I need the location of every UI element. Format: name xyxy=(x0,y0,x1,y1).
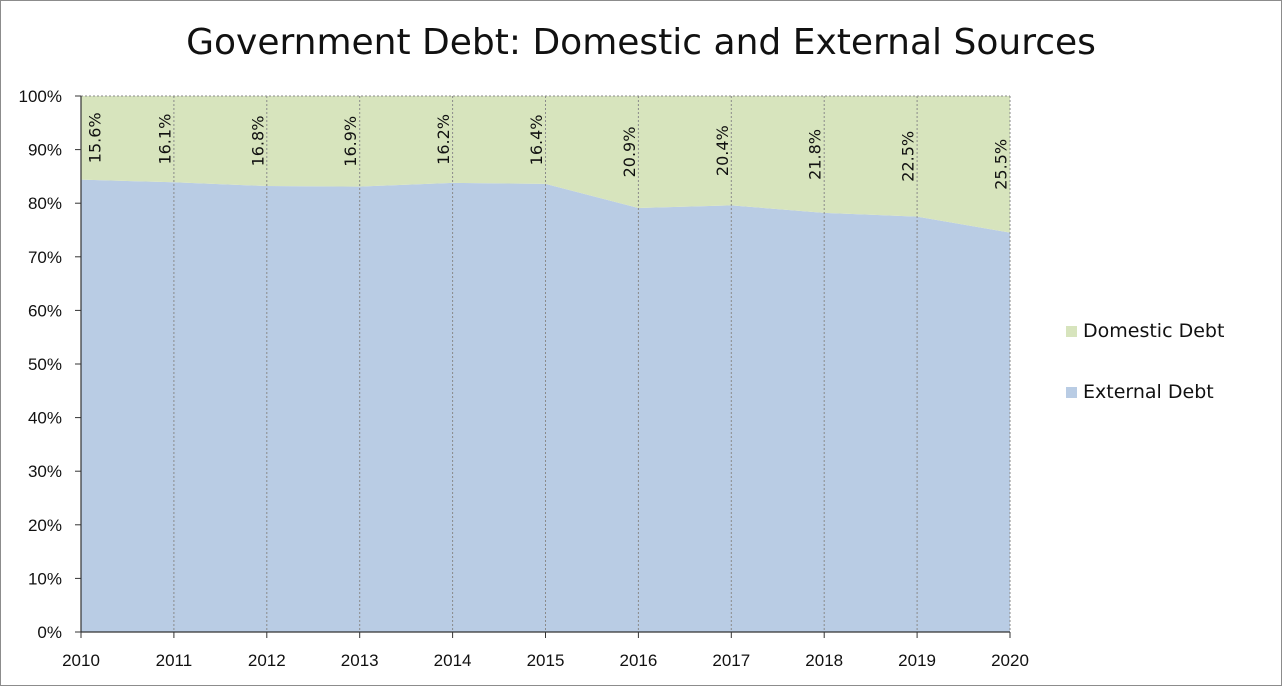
legend-label-domestic-debt: Domestic Debt xyxy=(1083,320,1225,342)
data-label-domestic-2011: 16.1% xyxy=(155,114,174,165)
data-label-layer: 15.6% 16.1% 16.8% 16.9% 16.2% 16.4% 20.9% 20.4%… xyxy=(86,112,1011,189)
axes-layer: 0% 10% 20% 30% 40% 50% 60% 70% 80% 90% 100% 2010 201… xyxy=(19,87,1029,670)
data-label-domestic-2019: 22.5% xyxy=(899,131,918,182)
x-tick-label: 2016 xyxy=(619,651,657,670)
x-tick-label: 2020 xyxy=(991,651,1029,670)
data-label-domestic-2012: 16.8% xyxy=(248,116,267,167)
y-tick-label: 30% xyxy=(28,462,62,481)
y-tick-label: 100% xyxy=(19,87,62,106)
data-label-domestic-2018: 21.8% xyxy=(806,129,825,180)
y-tick-label: 20% xyxy=(28,516,62,535)
legend-item-domestic-debt: Domestic Debt xyxy=(1066,318,1224,344)
y-tick-label: 80% xyxy=(28,194,62,213)
x-tick-label: 2015 xyxy=(527,651,565,670)
legend-swatch-domestic-debt xyxy=(1066,325,1077,337)
data-label-domestic-2015: 16.4% xyxy=(527,115,546,166)
data-label-domestic-2016: 20.9% xyxy=(620,127,639,178)
y-tick-label: 60% xyxy=(28,301,62,320)
data-label-domestic-2014: 16.2% xyxy=(434,114,453,165)
x-tick-label: 2017 xyxy=(712,651,750,670)
data-label-domestic-2010: 15.6% xyxy=(86,112,105,163)
y-tick-label: 70% xyxy=(28,248,62,267)
y-tick-label: 40% xyxy=(28,409,62,428)
legend-item-external-debt: External Debt xyxy=(1066,379,1224,405)
y-tick-label: 50% xyxy=(28,355,62,374)
x-tick-label: 2012 xyxy=(248,651,286,670)
legend-label-external-debt: External Debt xyxy=(1083,381,1214,403)
x-tick-label: 2013 xyxy=(341,651,379,670)
x-tick-label: 2018 xyxy=(805,651,843,670)
x-tick-label: 2014 xyxy=(434,651,472,670)
x-tick-label: 2011 xyxy=(156,651,193,670)
data-label-domestic-2013: 16.9% xyxy=(341,116,360,167)
chart-title: Government Debt: Domestic and External S… xyxy=(186,22,1096,63)
data-label-domestic-2020: 25.5% xyxy=(992,139,1011,190)
x-tick-label: 2019 xyxy=(898,651,936,670)
x-tick-label: 2010 xyxy=(62,651,100,670)
legend-swatch-external-debt xyxy=(1066,386,1077,398)
y-tick-label: 0% xyxy=(37,623,62,642)
y-tick-label: 10% xyxy=(28,569,62,588)
y-tick-label: 90% xyxy=(28,141,62,160)
gridline-layer xyxy=(81,95,1011,632)
legend: Domestic Debt External Debt xyxy=(1066,318,1224,440)
data-label-domestic-2017: 20.4% xyxy=(713,125,732,176)
